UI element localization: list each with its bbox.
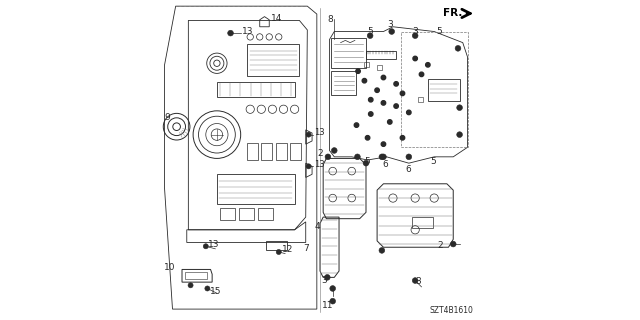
Circle shape: [330, 298, 335, 304]
Circle shape: [306, 164, 311, 169]
Circle shape: [388, 120, 392, 124]
Text: FR.: FR.: [443, 8, 462, 19]
Circle shape: [356, 69, 360, 73]
Circle shape: [400, 136, 404, 140]
Text: 11: 11: [322, 301, 333, 310]
Circle shape: [457, 105, 463, 110]
Text: 3: 3: [412, 27, 418, 36]
Circle shape: [369, 98, 373, 102]
Text: 8: 8: [328, 15, 333, 24]
Text: 6: 6: [405, 165, 411, 174]
Circle shape: [362, 78, 367, 83]
Circle shape: [381, 154, 387, 160]
Text: 2: 2: [438, 241, 444, 250]
Text: 6: 6: [382, 160, 388, 169]
Text: 9: 9: [164, 113, 170, 122]
Circle shape: [457, 132, 463, 138]
Text: 12: 12: [282, 245, 293, 254]
Circle shape: [205, 286, 210, 291]
Circle shape: [412, 278, 418, 284]
Circle shape: [332, 148, 337, 153]
Text: 13: 13: [243, 27, 254, 36]
Text: 2: 2: [317, 148, 323, 157]
Circle shape: [412, 33, 418, 38]
Circle shape: [365, 136, 370, 140]
Text: SZT4B1610: SZT4B1610: [430, 306, 474, 315]
Circle shape: [381, 75, 386, 80]
Circle shape: [394, 82, 398, 86]
Circle shape: [375, 88, 380, 92]
Circle shape: [379, 154, 385, 160]
Circle shape: [204, 244, 209, 249]
Circle shape: [400, 91, 404, 96]
Circle shape: [419, 72, 424, 76]
Circle shape: [381, 101, 386, 105]
Circle shape: [325, 154, 331, 160]
Text: 13: 13: [209, 240, 220, 249]
Circle shape: [276, 250, 282, 254]
Circle shape: [355, 123, 358, 127]
Text: 4: 4: [315, 222, 321, 231]
Circle shape: [330, 286, 335, 291]
Circle shape: [389, 29, 394, 34]
Circle shape: [406, 110, 411, 115]
Circle shape: [363, 160, 369, 166]
Text: 3: 3: [415, 277, 421, 286]
Text: 14: 14: [271, 14, 282, 23]
Circle shape: [355, 154, 360, 160]
Circle shape: [306, 132, 311, 137]
Circle shape: [455, 45, 461, 51]
Text: 5: 5: [431, 157, 436, 166]
Text: 7: 7: [303, 244, 309, 253]
Text: 5: 5: [367, 27, 373, 36]
Text: 5: 5: [364, 157, 370, 166]
Text: 13: 13: [314, 160, 324, 169]
Circle shape: [367, 33, 373, 38]
Text: 13: 13: [314, 128, 324, 137]
Text: 15: 15: [209, 286, 221, 295]
Circle shape: [451, 241, 456, 247]
Circle shape: [406, 154, 412, 160]
Circle shape: [188, 283, 193, 288]
Text: 3: 3: [321, 276, 327, 285]
Circle shape: [381, 142, 386, 146]
Circle shape: [379, 248, 385, 253]
Circle shape: [228, 30, 234, 36]
Circle shape: [426, 63, 430, 67]
Circle shape: [413, 56, 417, 61]
Text: 10: 10: [164, 263, 175, 272]
Circle shape: [369, 112, 373, 116]
Text: 3: 3: [387, 20, 393, 29]
Text: 5: 5: [436, 27, 442, 36]
Circle shape: [394, 104, 398, 108]
Circle shape: [324, 275, 330, 280]
